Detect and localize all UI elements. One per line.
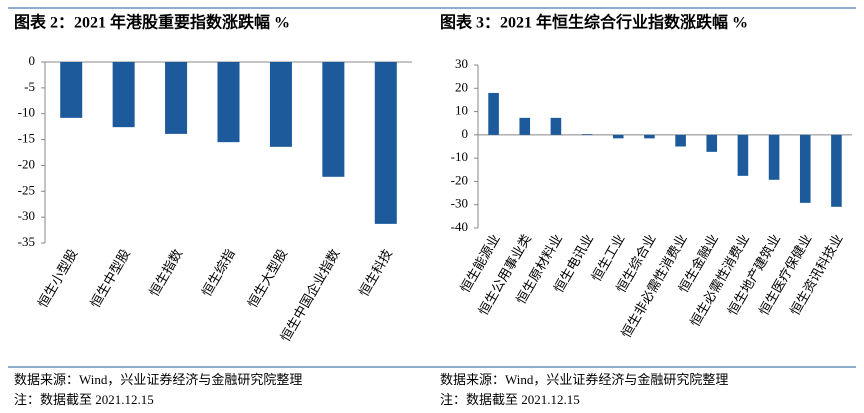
y-tick-label: 0 xyxy=(462,126,469,141)
bar xyxy=(550,117,562,135)
x-tick-label: 恒生中国企业指数 xyxy=(278,246,343,344)
bar xyxy=(644,134,655,139)
x-tick-label: 恒生科技 xyxy=(356,246,395,299)
bar xyxy=(112,62,135,128)
bar xyxy=(612,134,624,139)
bar xyxy=(322,62,345,177)
x-tick-label: 恒生指数 xyxy=(146,246,185,299)
x-tick-label: 恒生中型股 xyxy=(87,246,132,310)
source-note: 数据来源：Wind，兴业证券经济与金融研究院整理 xyxy=(440,372,728,387)
x-tick-label: 恒生小型股 xyxy=(35,246,80,310)
y-tick-label: -15 xyxy=(18,131,35,146)
y-tick-label: -30 xyxy=(18,208,35,223)
date-note: 注：数据截至 2021.12.15 xyxy=(440,392,580,407)
y-tick-label: 0 xyxy=(29,53,36,68)
y-tick-label: 10 xyxy=(455,103,468,118)
chart-title: 图表 3：2021 年恒生综合行业指数涨跌幅 % xyxy=(440,13,748,32)
x-tick-label: 恒生大型股 xyxy=(245,246,290,310)
y-tick-label: 20 xyxy=(455,79,468,94)
bar xyxy=(831,134,842,207)
bar xyxy=(60,62,83,118)
bar xyxy=(488,92,499,135)
y-tick-label: -25 xyxy=(18,182,35,197)
bar xyxy=(217,62,240,143)
y-tick-label: -10 xyxy=(451,149,468,164)
bar xyxy=(519,117,531,135)
date-note: 注：数据截至 2021.12.15 xyxy=(14,392,154,407)
bar xyxy=(799,134,811,203)
bar xyxy=(768,134,780,180)
chart-title: 图表 2：2021 年港股重要指数涨跌幅 % xyxy=(14,13,290,32)
y-tick-label: -40 xyxy=(451,219,468,234)
y-tick-label: 30 xyxy=(455,56,468,71)
bar xyxy=(269,62,292,147)
bar xyxy=(706,134,718,152)
y-tick-label: -35 xyxy=(18,234,35,249)
bar xyxy=(675,134,686,147)
y-tick-label: -20 xyxy=(18,156,35,171)
bar xyxy=(374,62,397,224)
bar xyxy=(165,62,188,134)
y-tick-label: -5 xyxy=(24,79,35,94)
x-tick-label: 恒生综指 xyxy=(199,246,238,299)
bar xyxy=(581,134,593,135)
source-note: 数据来源：Wind，兴业证券经济与金融研究院整理 xyxy=(14,372,302,387)
y-tick-label: -10 xyxy=(18,105,35,120)
bar xyxy=(737,134,749,176)
y-tick-label: -30 xyxy=(451,196,468,211)
y-tick-label: -20 xyxy=(451,172,468,187)
